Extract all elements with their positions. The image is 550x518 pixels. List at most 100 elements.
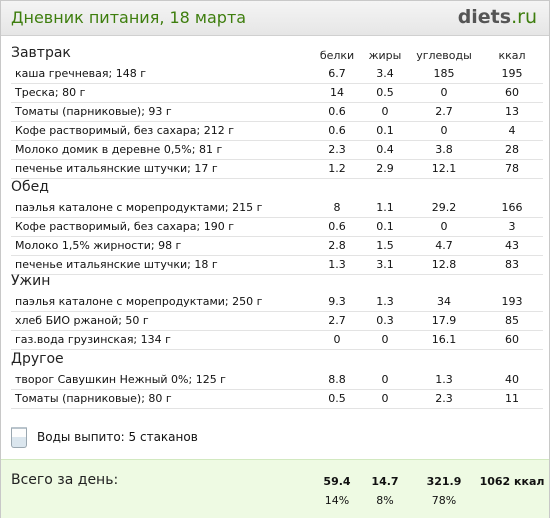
food-carbs: 12.8	[431, 258, 457, 271]
food-kcal: 193	[501, 295, 523, 308]
food-carbs: 16.1	[431, 333, 457, 346]
food-carbs: 2.3	[435, 392, 453, 405]
food-proteins: 6.7	[328, 67, 346, 80]
food-proteins: 1.2	[328, 162, 346, 175]
food-carbs: 0	[440, 220, 448, 233]
pct-carbs: 78%	[431, 494, 457, 507]
food-name: газ.вода грузинская; 134 г	[15, 333, 171, 346]
food-row: Томаты (парниковые); 80 г 0.5 0 2.3 11	[11, 390, 543, 409]
food-carbs: 17.9	[431, 314, 457, 327]
food-proteins: 2.3	[328, 143, 346, 156]
food-kcal: 60	[505, 333, 519, 346]
food-fats: 0	[381, 373, 389, 386]
food-name: печенье итальянские штучки; 17 г	[15, 162, 218, 175]
food-row: паэлья каталоне с морепродуктами; 250 г 9…	[11, 293, 543, 312]
food-carbs: 29.2	[431, 201, 457, 214]
header: Дневник питания, 18 марта diets.ru	[1, 1, 549, 36]
food-fats: 1.1	[376, 201, 394, 214]
food-name: Томаты (парниковые); 80 г	[15, 392, 172, 405]
meal-heading: Завтрак	[11, 45, 71, 61]
food-proteins: 0.5	[328, 392, 346, 405]
food-kcal: 40	[505, 373, 519, 386]
total-fats: 14.7	[371, 475, 399, 488]
food-row: Молоко домик в деревне 0,5%; 81 г 2.3 0.4 3…	[11, 141, 543, 160]
food-proteins: 2.8	[328, 239, 346, 252]
food-kcal: 13	[505, 105, 519, 118]
food-row: газ.вода грузинская; 134 г 0 0 16.1 60	[11, 331, 543, 350]
col-carbs: углеводы	[416, 49, 472, 62]
water-label: Воды выпито: 5 стаканов	[37, 430, 198, 444]
page-title: Дневник питания, 18 марта	[11, 8, 247, 27]
food-row: каша гречневая; 148 г 6.7 3.4 185 195	[11, 65, 543, 84]
food-proteins: 0.6	[328, 124, 346, 137]
food-row: хлеб БИО ржаной; 50 г 2.7 0.3 17.9 85	[11, 312, 543, 331]
food-fats: 0.1	[376, 220, 394, 233]
food-name: Молоко домик в деревне 0,5%; 81 г	[15, 143, 223, 156]
food-row: Молоко 1,5% жирности; 98 г 2.8 1.5 4.7 43	[11, 237, 543, 256]
food-name: Молоко 1,5% жирности; 98 г	[15, 239, 182, 252]
food-row: печенье итальянские штучки; 17 г 1.2 2.9 12…	[11, 160, 543, 179]
food-fats: 0.4	[376, 143, 394, 156]
food-proteins: 8.8	[328, 373, 346, 386]
food-name: Томаты (парниковые); 93 г	[15, 105, 172, 118]
food-carbs: 3.8	[435, 143, 453, 156]
col-proteins: белки	[319, 49, 355, 62]
food-row: Кофе растворимый, без сахара; 190 г 0.6 0.…	[11, 218, 543, 237]
pct-proteins: 14%	[324, 494, 350, 507]
food-name: хлеб БИО ржаной; 50 г	[15, 314, 149, 327]
food-row: Треска; 80 г 14 0.5 0 60	[11, 84, 543, 103]
food-row: паэлья каталоне с морепродуктами; 215 г 8…	[11, 199, 543, 218]
meal-heading: Обед	[11, 179, 49, 195]
food-row: Кофе растворимый, без сахара; 212 г 0.6 0.…	[11, 122, 543, 141]
food-kcal: 83	[505, 258, 519, 271]
food-proteins: 0.6	[328, 220, 346, 233]
food-name: каша гречневая; 148 г	[15, 67, 146, 80]
food-fats: 3.4	[376, 67, 394, 80]
food-carbs: 2.7	[435, 105, 453, 118]
col-kcal: ккал	[498, 49, 526, 62]
food-proteins: 1.3	[328, 258, 346, 271]
food-carbs: 0	[440, 86, 448, 99]
food-fats: 0	[381, 105, 389, 118]
totals-label: Всего за день:	[11, 472, 119, 488]
food-fats: 0.5	[376, 86, 394, 99]
food-kcal: 85	[505, 314, 519, 327]
food-kcal: 43	[505, 239, 519, 252]
food-kcal: 28	[505, 143, 519, 156]
col-fats: жиры	[368, 49, 402, 62]
food-fats: 0.3	[376, 314, 394, 327]
logo-tld: .ru	[511, 6, 537, 28]
water-glass-icon	[11, 427, 27, 448]
food-carbs: 185	[433, 67, 455, 80]
food-fats: 0	[381, 333, 389, 346]
food-proteins: 14	[330, 86, 344, 99]
food-fats: 1.5	[376, 239, 394, 252]
food-name: творог Савушкин Нежный 0%; 125 г	[15, 373, 226, 386]
food-proteins: 2.7	[328, 314, 346, 327]
food-carbs: 0	[440, 124, 448, 137]
food-proteins: 0	[333, 333, 341, 346]
site-logo[interactable]: diets.ru	[458, 6, 537, 28]
total-kcal: 1062 ккал	[479, 475, 545, 488]
logo-main: diets	[457, 6, 512, 28]
food-kcal: 166	[501, 201, 523, 214]
food-row: Томаты (парниковые); 93 г 0.6 0 2.7 13	[11, 103, 543, 122]
food-proteins: 0.6	[328, 105, 346, 118]
day-totals: Всего за день: 59.4 14.7 321.9 1062 ккал…	[1, 459, 549, 518]
food-name: Кофе растворимый, без сахара; 212 г	[15, 124, 234, 137]
food-kcal: 78	[505, 162, 519, 175]
meal-heading: Ужин	[11, 273, 51, 289]
food-fats: 2.9	[376, 162, 394, 175]
column-headers: белки жиры углеводы ккал	[1, 49, 549, 63]
food-fats: 0	[381, 392, 389, 405]
food-name: Треска; 80 г	[15, 86, 86, 99]
food-kcal: 11	[505, 392, 519, 405]
food-carbs: 34	[437, 295, 451, 308]
food-carbs: 12.1	[431, 162, 457, 175]
food-name: печенье итальянские штучки; 18 г	[15, 258, 218, 271]
food-kcal: 60	[505, 86, 519, 99]
total-proteins: 59.4	[323, 475, 351, 488]
food-carbs: 1.3	[435, 373, 453, 386]
food-fats: 0.1	[376, 124, 394, 137]
